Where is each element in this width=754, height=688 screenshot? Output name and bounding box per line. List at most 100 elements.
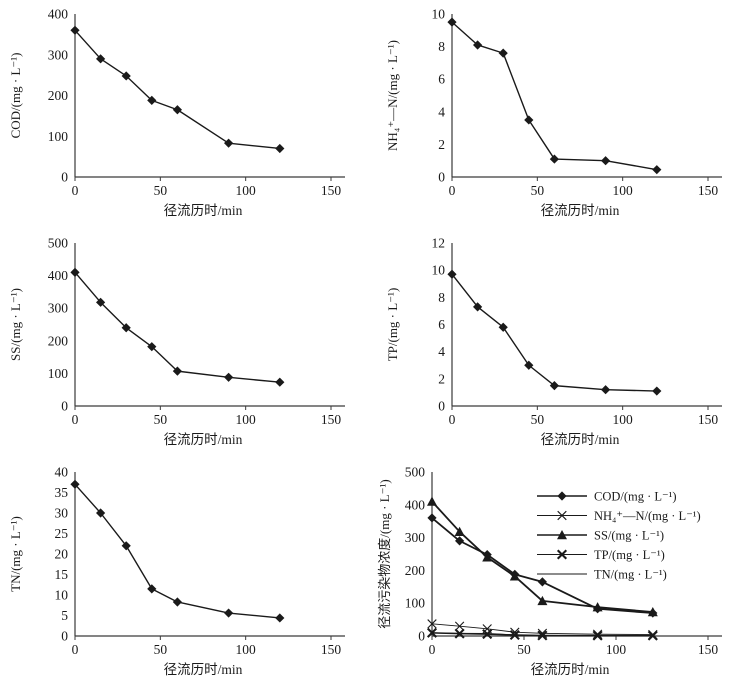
x-marker [509,629,520,641]
series-line [451,273,657,392]
x-axis-title: 径流历时/min [164,203,243,218]
x-tick-label: 50 [154,183,168,198]
x-axis-title: 径流历时/min [164,432,243,447]
triangle-marker [557,530,567,540]
x-tick-label: 50 [517,642,531,657]
y-tick-label: 0 [61,629,68,644]
legend-label: SS/(mg · L⁻¹) [594,529,664,543]
y-tick-label: 5 [61,608,68,623]
diamond-marker [147,95,157,105]
tn-chart-svg: 0 5 10 15 20 25 30 35 40 0 50 100 150 径流历时/min TN/(mg … [8,465,345,677]
y-axis-title: COD/(mg · L⁻¹) [8,53,23,139]
series-line [74,271,280,383]
diamond-marker [447,269,457,279]
y-tick-label: 25 [55,526,69,541]
x-tick-label: 50 [154,412,168,427]
y-tick-label: 100 [405,596,426,611]
y-tick-label: 6 [438,317,445,332]
legend: COD/(mg · L⁻¹) NH₄⁺—N/(mg · L⁻¹) SS/(mg · … [537,490,701,582]
x-tick-label: 0 [72,642,79,657]
y-tick-label: 8 [438,290,445,305]
axes: 0 100 200 300 400 500 0 50 100 150 [48,236,345,427]
axes: 0 100 200 300 400 0 50 100 150 [48,7,345,198]
x-marker [647,630,658,641]
legend-label: TN/(mg · L⁻¹) [594,568,667,582]
diamond-marker [652,386,662,396]
diamond-marker [549,381,559,391]
axes: 0 5 10 15 20 25 30 35 40 0 50 100 150 [55,465,345,657]
y-axis-title: 径流污染物浓度/(mg · L⁻¹) [377,479,392,628]
x-marker [427,619,437,629]
triangle-marker [537,595,548,606]
y-tick-label: 15 [55,567,69,582]
diamond-marker [121,541,131,551]
x-marker [482,629,493,640]
y-tick-label: 200 [405,563,426,578]
y-tick-label: 200 [48,333,69,348]
diamond-marker [275,613,285,623]
y-tick-label: 100 [48,366,69,381]
series-TP/(mg · L⁻¹) [426,627,658,641]
y-tick-label: 300 [48,47,69,62]
y-axis-title: TP/(mg · L⁻¹) [385,288,400,362]
series-SS/(mg · L⁻¹) [70,267,285,387]
y-tick-label: 2 [438,137,445,152]
diamond-marker [498,48,508,58]
diamond-marker [482,550,492,560]
y-axis-title: TN/(mg · L⁻¹) [8,516,23,592]
y-tick-label: 0 [438,399,445,414]
cod-chart-svg: 0 100 200 300 400 0 50 100 150 径流历时/min COD/(mg · … [8,7,345,218]
series-TN/(mg · L⁻¹) [70,479,285,623]
diamond-marker [447,17,457,27]
chart-tp: 0 2 4 6 8 10 12 0 50 100 150 径流历时/min TP/(mg · L⁻¹) [377,229,754,458]
y-tick-label: 4 [438,344,445,359]
triangle-marker [427,496,437,506]
y-tick-label: 400 [48,7,69,22]
x-marker [537,630,548,641]
diamond-marker [601,385,611,395]
chart-cod: 0 100 200 300 400 0 50 100 150 径流历时/min COD/(mg · … [0,0,377,229]
legend-label: TP/(mg · L⁻¹) [594,548,665,562]
diamond-marker [537,577,547,587]
chart-ss: 0 100 200 300 400 500 0 50 100 150 径流历时/min SS/(mg … [0,229,377,458]
x-axis-title: 径流历时/min [541,432,620,447]
x-axis-title: 径流历时/min [164,662,243,677]
diamond-marker [224,372,234,382]
diamond-marker [275,143,285,154]
diamond-marker [96,508,106,518]
chart-combined: 0 100 200 300 400 500 0 50 100 150 径流历时/min 径流污染物浓度… [377,458,754,688]
y-tick-label: 10 [432,263,446,278]
y-tick-label: 40 [55,465,69,480]
x-tick-label: 150 [321,412,342,427]
x-tick-label: 150 [698,642,719,657]
triangle-marker [454,526,465,536]
x-marker [556,549,568,560]
y-tick-label: 2 [438,371,445,386]
x-tick-label: 50 [531,183,545,198]
x-tick-label: 100 [236,183,257,198]
y-tick-label: 20 [55,547,69,562]
y-tick-label: 0 [438,170,445,185]
series-line [74,29,280,150]
diamond-marker [70,25,80,35]
x-tick-label: 50 [531,412,545,427]
legend-label: COD/(mg · L⁻¹) [594,490,677,504]
diamond-marker [524,115,534,125]
y-tick-label: 6 [438,72,445,87]
diamond-marker [427,513,437,523]
y-tick-label: 12 [432,236,446,251]
y-tick-label: 8 [438,39,445,54]
x-tick-label: 100 [613,183,634,198]
y-tick-label: 30 [55,506,69,521]
x-tick-label: 150 [321,183,342,198]
y-tick-label: 300 [405,530,426,545]
x-tick-label: 0 [449,412,456,427]
x-marker [426,627,438,638]
y-axis-title: SS/(mg · L⁻¹) [8,288,23,361]
diamond-marker [172,597,182,607]
x-marker [592,630,603,641]
y-tick-label: 300 [48,301,69,316]
diamond-marker [524,360,534,370]
